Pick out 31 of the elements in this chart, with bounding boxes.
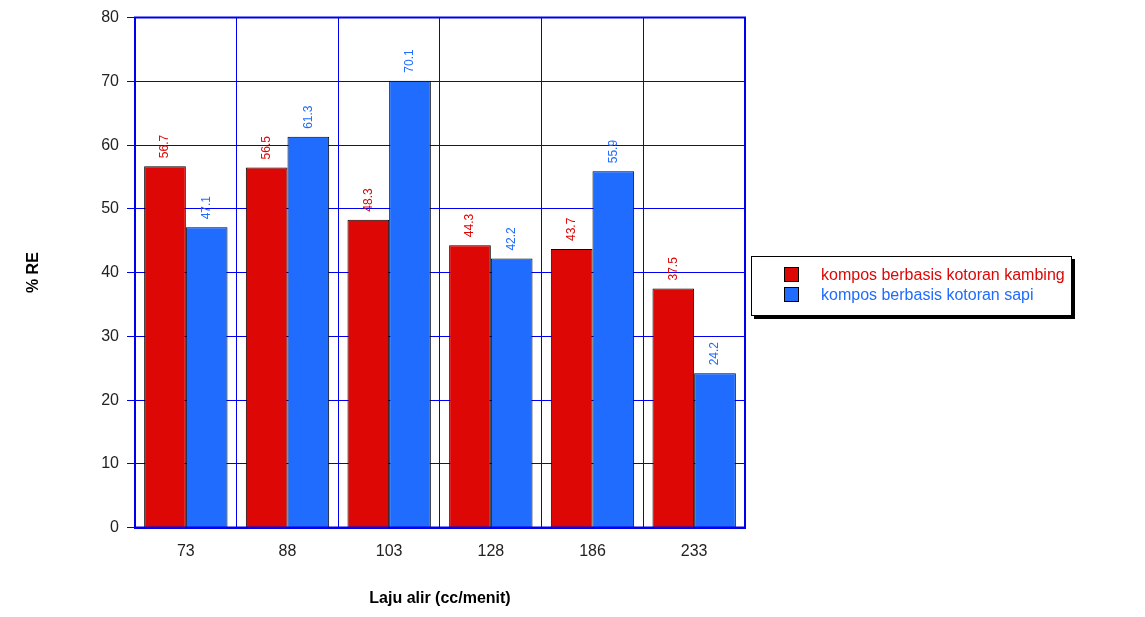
y-tick-label: 20: [101, 390, 120, 408]
data-label: 47.1: [198, 195, 213, 220]
y-tick-label: 40: [101, 263, 120, 281]
x-tick-label: 233: [680, 541, 708, 559]
data-label: 44.3: [462, 213, 477, 238]
data-label: 48.3: [360, 188, 375, 212]
y-tick-label: 80: [101, 8, 120, 26]
y-tick-label: 0: [110, 518, 120, 536]
data-label: 37.5: [665, 256, 680, 281]
x-axis-title: Laju alir (cc/menit): [369, 588, 511, 606]
data-label: 24.2: [707, 341, 722, 366]
y-tick-label: 30: [101, 326, 120, 344]
x-tick-label: 128: [477, 541, 505, 559]
data-label: 61.3: [300, 105, 315, 129]
data-label: 56.5: [258, 135, 273, 160]
y-tick-label: 50: [101, 199, 120, 217]
x-tick-label: 186: [579, 541, 606, 559]
data-label: 70.1: [402, 49, 417, 73]
data-label: 42.2: [503, 226, 518, 251]
data-label: 43.7: [563, 217, 578, 242]
legend-label: kompos berbasis kotoran sapi: [821, 286, 1034, 303]
legend-label: kompos berbasis kotoran kambing: [821, 266, 1065, 283]
data-label: 55.9: [605, 139, 620, 164]
data-label: 56.7: [157, 134, 172, 159]
y-tick-label: 60: [101, 135, 120, 153]
y-tick-label: 10: [101, 454, 120, 472]
y-tick-label: 70: [101, 71, 120, 89]
x-tick-label: 73: [176, 541, 195, 559]
x-tick-label: 103: [375, 541, 403, 559]
x-tick-label: 88: [278, 541, 297, 559]
y-axis-title: % RE: [24, 251, 42, 294]
